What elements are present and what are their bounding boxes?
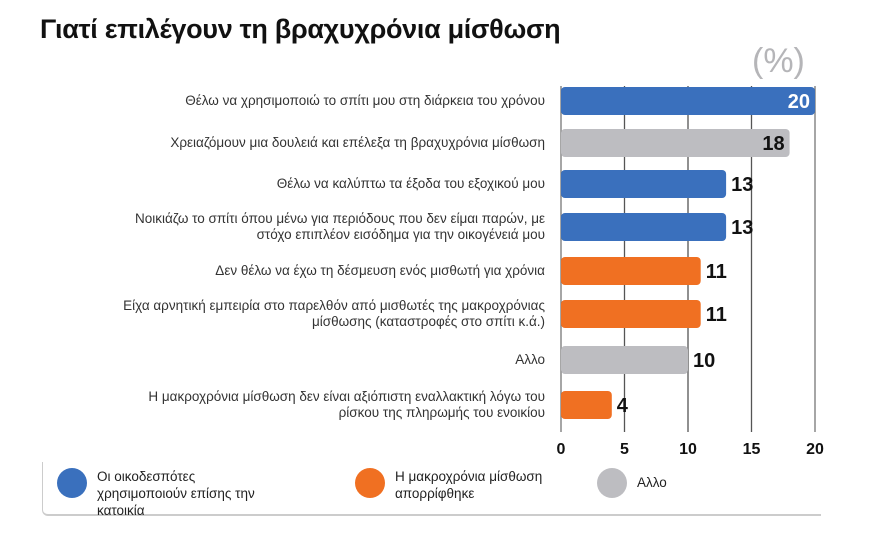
x-tick-label: 15 [743,441,761,458]
bar [561,213,727,241]
bar [561,391,612,419]
unit-label: (%) [752,42,805,80]
x-tick-label: 10 [679,441,697,458]
bar [561,87,815,115]
bar [561,129,790,157]
legend-label: Αλλο [637,475,667,490]
data-label: 10 [693,350,715,372]
category-label: Θέλω να καλύπτω τα έξοδα του εξοχικού μο… [276,176,545,191]
chart-title: Γιατί επιλέγουν τη βραχυχρόνια μίσθωση [40,14,561,44]
data-label: 11 [706,304,727,326]
data-label: 13 [731,174,753,196]
x-tick-label: 0 [557,441,566,458]
legend-swatch [355,468,385,498]
legend: Οι οικοδεσπότες χρησιμοποιούν επίσης την… [42,462,821,519]
category-label: Νοικιάζω το σπίτι όπου μένω για περιόδου… [134,211,545,242]
data-label: 20 [788,91,810,113]
category-label: Θέλω να χρησιμοποιώ το σπίτι μου στη διά… [185,93,545,108]
bar [561,170,727,198]
category-label: Αλλο [515,352,545,367]
legend-item-other: Αλλο [597,468,667,498]
legend-item-hosts: Οι οικοδεσπότες χρησιμοποιούν επίσης την… [57,468,257,519]
legend-label: Η μακροχρόνια μίσθωση απορρίφθηκε [395,469,543,501]
x-tick-label: 20 [806,441,824,458]
data-label: 4 [617,395,629,417]
legend-swatch [57,468,87,498]
data-label: 11 [706,261,727,283]
x-tick-label: 5 [620,441,629,458]
legend-label: Οι οικοδεσπότες χρησιμοποιούν επίσης την… [97,469,255,518]
data-label: 13 [731,217,753,239]
bar [561,346,688,374]
legend-item-rejected: Η μακροχρόνια μίσθωση απορρίφθηκε [355,468,555,502]
legend-swatch [597,468,627,498]
category-label: Η μακροχρόνια μίσθωση δεν είναι αξιόπιστ… [148,389,545,420]
category-label: Χρειαζόμουν μια δουλειά και επέλεξα τη β… [170,135,545,150]
category-label: Δεν θέλω να έχω τη δέσμευση ενός μισθωτή… [215,263,545,278]
data-label: 18 [762,133,784,155]
bar [561,300,701,328]
category-label: Είχα αρνητική εμπειρία στο παρελθόν από … [123,298,545,329]
bar [561,257,701,285]
